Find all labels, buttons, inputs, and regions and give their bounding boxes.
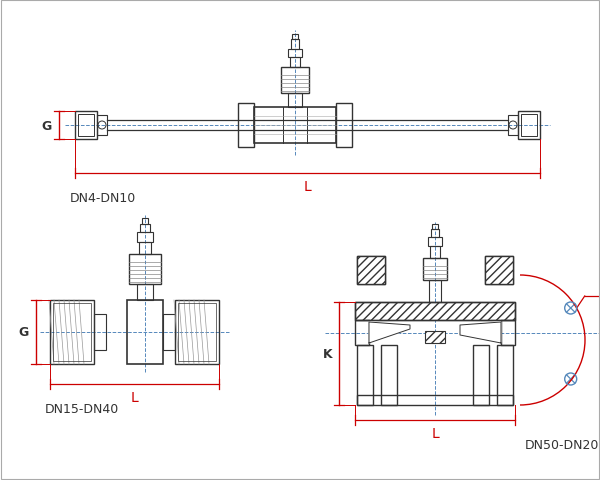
Bar: [485, 256, 513, 285]
Bar: [137, 232, 153, 242]
Bar: [78, 115, 94, 137]
Bar: [430, 247, 440, 258]
Bar: [521, 115, 537, 137]
Bar: [357, 345, 373, 405]
Bar: [518, 112, 540, 140]
Bar: [129, 254, 161, 285]
Bar: [94, 314, 106, 350]
Bar: [178, 303, 216, 361]
Bar: [357, 256, 385, 285]
Bar: [127, 300, 163, 364]
Bar: [423, 258, 447, 280]
Bar: [432, 225, 438, 229]
Bar: [473, 345, 489, 405]
Bar: [497, 345, 513, 405]
Bar: [140, 225, 150, 232]
Text: L: L: [131, 390, 139, 404]
Text: L: L: [431, 426, 439, 440]
Text: DN15-DN40: DN15-DN40: [45, 402, 119, 415]
Bar: [97, 116, 107, 136]
Bar: [137, 285, 153, 300]
Bar: [288, 50, 302, 58]
Bar: [281, 68, 309, 94]
Bar: [75, 112, 97, 140]
Bar: [381, 345, 397, 405]
Polygon shape: [460, 323, 501, 343]
Bar: [357, 395, 513, 405]
Bar: [425, 331, 445, 343]
Bar: [485, 256, 513, 285]
Bar: [288, 94, 302, 108]
Bar: [139, 242, 151, 254]
Text: K: K: [322, 347, 332, 360]
Polygon shape: [369, 323, 410, 343]
Bar: [357, 256, 385, 285]
Bar: [163, 314, 175, 350]
Text: DN50-DN200: DN50-DN200: [525, 438, 600, 451]
Text: DN4-DN10: DN4-DN10: [70, 192, 136, 204]
Text: G: G: [19, 326, 29, 339]
Bar: [431, 229, 439, 238]
Bar: [501, 320, 515, 345]
Bar: [175, 300, 219, 364]
Bar: [355, 320, 369, 345]
Bar: [50, 300, 94, 364]
Bar: [429, 280, 441, 302]
Bar: [428, 238, 442, 247]
Bar: [291, 40, 299, 50]
Bar: [508, 116, 518, 136]
Bar: [238, 104, 254, 148]
Bar: [355, 302, 515, 320]
Text: G: G: [42, 119, 52, 132]
Bar: [142, 218, 148, 225]
Bar: [53, 303, 91, 361]
Bar: [355, 302, 515, 320]
Bar: [292, 35, 298, 40]
Text: L: L: [304, 180, 311, 193]
Bar: [290, 58, 300, 68]
Bar: [336, 104, 352, 148]
Bar: [254, 108, 336, 144]
